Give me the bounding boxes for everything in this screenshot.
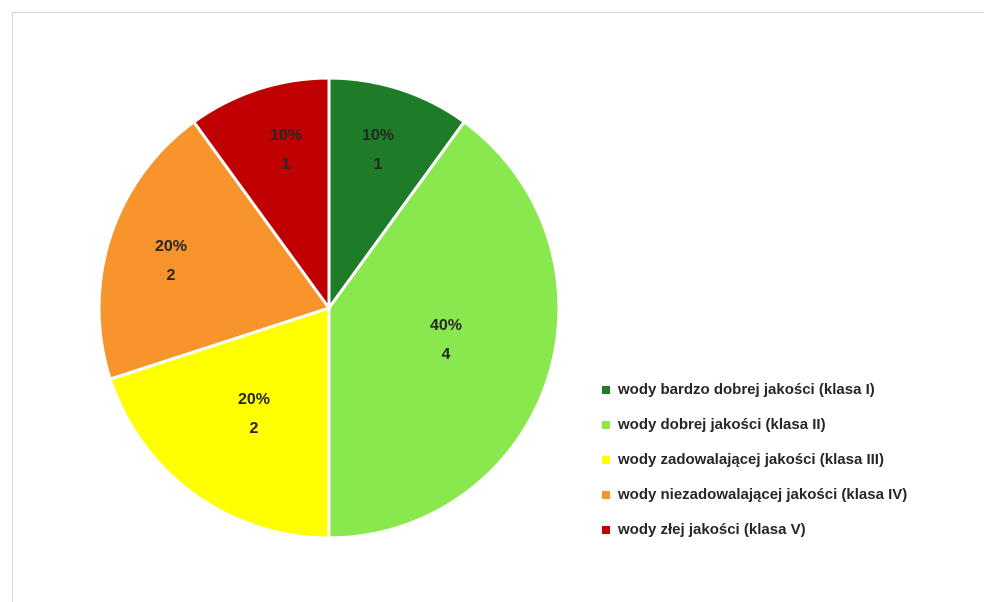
legend-swatch [602, 525, 610, 534]
chart-area [12, 12, 984, 602]
slice-percent-label: 40% [430, 317, 462, 334]
legend-swatch [602, 490, 610, 499]
legend-item-klasa-4: wody niezadowalającej jakości (klasa IV) [602, 477, 907, 512]
slice-percent-label: 20% [238, 391, 270, 408]
slice-value-label: 2 [250, 420, 259, 437]
legend-label: wody złej jakości (klasa V) [618, 521, 806, 538]
legend-item-klasa-2: wody dobrej jakości (klasa II) [602, 407, 907, 442]
pie-slice [108, 305, 331, 540]
pie-slice [191, 76, 331, 313]
legend-label: wody zadowalającej jakości (klasa III) [618, 451, 884, 468]
legend-item-klasa-5: wody złej jakości (klasa V) [602, 512, 907, 547]
legend-swatch [602, 455, 610, 464]
pie-slice [97, 119, 332, 381]
pie-slice [327, 119, 561, 540]
slice-value-label: 1 [282, 156, 291, 173]
legend: wody bardzo dobrej jakości (klasa I) wod… [602, 372, 907, 547]
slice-value-label: 1 [374, 156, 383, 173]
legend-item-klasa-1: wody bardzo dobrej jakości (klasa I) [602, 372, 907, 407]
slice-percent-label: 10% [362, 127, 394, 144]
legend-label: wody dobrej jakości (klasa II) [618, 416, 826, 433]
legend-label: wody bardzo dobrej jakości (klasa I) [618, 381, 875, 398]
legend-swatch [602, 385, 610, 394]
slice-percent-label: 10% [270, 127, 302, 144]
slice-percent-label: 20% [155, 238, 187, 255]
slice-value-label: 2 [167, 267, 176, 284]
legend-label: wody niezadowalającej jakości (klasa IV) [618, 486, 908, 503]
pie-slice [327, 76, 467, 313]
legend-swatch [602, 420, 610, 429]
slice-value-label: 4 [442, 346, 451, 363]
legend-item-klasa-3: wody zadowalającej jakości (klasa III) [602, 442, 907, 477]
